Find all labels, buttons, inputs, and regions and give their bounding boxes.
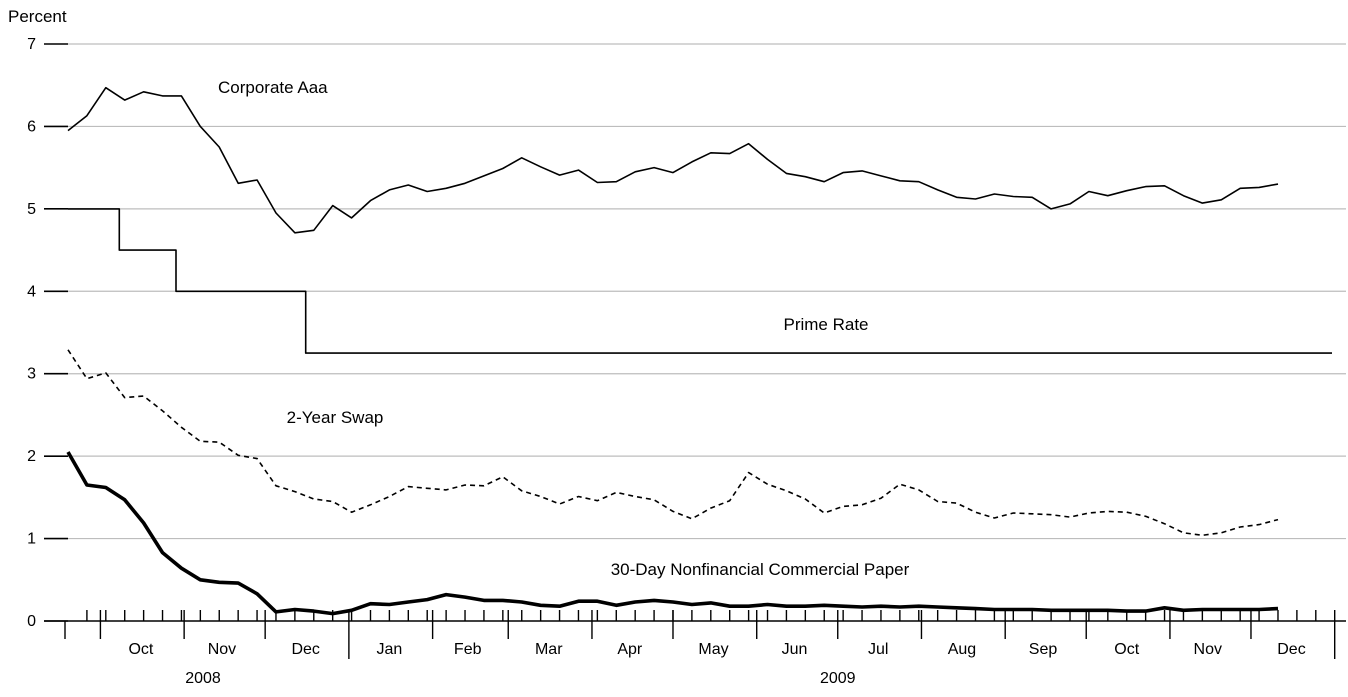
- x-tick-label: Apr: [617, 641, 643, 658]
- x-tick-label: Jul: [868, 641, 888, 658]
- series-line-prime-rate: [68, 208, 1332, 354]
- y-tick-label: 3: [27, 366, 36, 383]
- x-tick-label: Mar: [535, 641, 563, 658]
- y-tick-label: 1: [27, 531, 36, 548]
- y-tick-label: 0: [27, 613, 36, 630]
- series-lines: [66, 86, 1332, 616]
- y-tick-label: 4: [27, 283, 36, 300]
- series-label-corporate-aaa: Corporate Aaa: [218, 78, 328, 97]
- x-tick-label: Dec: [1277, 641, 1305, 658]
- x-tick-label: Jun: [782, 641, 808, 658]
- x-tick-label: Nov: [208, 641, 236, 658]
- x-tick-label: Jan: [377, 641, 403, 658]
- x-tick-label: Sep: [1029, 641, 1058, 658]
- y-axis-label: Percent: [8, 7, 67, 26]
- x-tick-label: Oct: [1114, 641, 1139, 658]
- x-tick-label: Dec: [291, 641, 319, 658]
- series-line-30-day-nonfinancial-commercial-paper: [66, 451, 1279, 616]
- x-tick-label: Feb: [454, 641, 482, 658]
- series-labels: Corporate Aaa Prime Rate 2-Year Swap 30-Day…: [218, 78, 910, 579]
- x-tick-label: May: [698, 641, 728, 658]
- x-tick-label: Aug: [948, 641, 976, 658]
- y-tick-label: 7: [27, 36, 36, 53]
- x-year-label: 2008: [185, 670, 221, 687]
- y-tick-label: 5: [27, 201, 36, 218]
- series-label-2-year-swap: 2-Year Swap: [287, 408, 384, 427]
- series-line-corporate-aaa: [67, 86, 1279, 234]
- axes: Percent 0 1 2 3 4 5 6 7 Oct Nov Dec Jan Feb Mar Apr May J…: [8, 7, 1346, 687]
- x-tick-label: Nov: [1194, 641, 1222, 658]
- series-line-2-year-swap: [67, 349, 1279, 537]
- series-label-30-day-nonfinancial-commercial-paper: 30-Day Nonfinancial Commercial Paper: [611, 560, 910, 579]
- x-tick-label: Oct: [128, 641, 153, 658]
- y-tick-label: 2: [27, 448, 36, 465]
- y-tick-label: 6: [27, 118, 36, 135]
- x-year-label: 2009: [820, 670, 856, 687]
- series-label-prime-rate: Prime Rate: [783, 315, 868, 334]
